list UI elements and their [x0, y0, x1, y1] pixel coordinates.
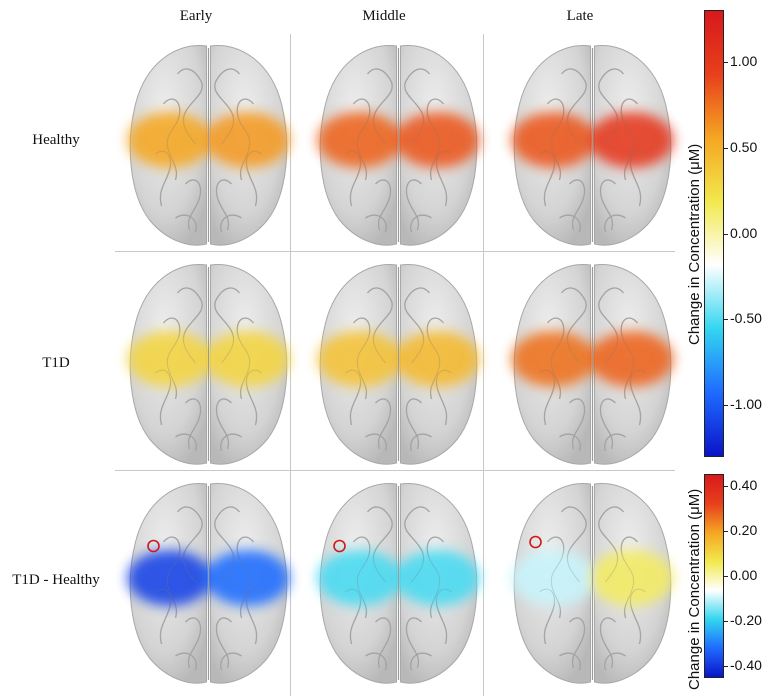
brain-map-t1d-healthy-middle	[302, 472, 495, 690]
row-header-t1d-minus-healthy: T1D - Healthy	[12, 572, 100, 588]
colorbar-tick-mark	[724, 62, 728, 64]
colorbar-tick-label: 1.00	[730, 53, 758, 70]
probe-location-marker	[333, 539, 346, 553]
activation-right	[589, 550, 674, 606]
brain-gyri-overlay	[539, 68, 646, 233]
activation-overlay	[317, 550, 480, 606]
column-header-early: Early	[179, 8, 213, 24]
activation-left	[127, 331, 212, 387]
brain-map-t1d-late	[496, 253, 689, 471]
grid-line-vertical-2	[483, 34, 484, 696]
grid-line-horizontal-1	[115, 251, 675, 252]
activation-overlay	[511, 331, 674, 387]
colorbar-tick-label: 0.40	[730, 477, 758, 494]
brain-map-healthy-late	[496, 34, 689, 252]
colorbar-tick-mark	[724, 233, 728, 235]
grid-line-horizontal-2	[115, 470, 675, 471]
row-header-healthy: Healthy	[32, 132, 80, 148]
colorbar-tick-label: -0.50	[730, 310, 762, 327]
activation-left	[317, 112, 402, 168]
colorbar-tick-mark	[724, 576, 728, 577]
activation-left	[317, 331, 402, 387]
colorbar-tick-label: -0.20	[730, 611, 762, 628]
activation-right	[589, 112, 674, 168]
activation-right	[205, 550, 290, 606]
activation-overlay	[127, 112, 290, 168]
brain-map-t1d-middle	[302, 253, 495, 471]
activation-overlay	[511, 112, 674, 168]
activation-left	[511, 331, 596, 387]
colorbar-tick-mark	[724, 319, 728, 321]
brain-gyri-overlay	[345, 68, 452, 233]
colorbar-bottom-label: Change in Concentration (μM)	[686, 488, 703, 690]
activation-right	[395, 550, 480, 606]
activation-overlay	[511, 550, 674, 606]
activation-right	[395, 331, 480, 387]
probe-location-marker	[529, 535, 542, 549]
activation-right	[589, 331, 674, 387]
colorbar-tick-mark	[724, 404, 728, 406]
activation-right	[205, 112, 290, 168]
brain-gyri-overlay	[345, 506, 452, 671]
probe-location-marker	[147, 539, 160, 553]
colorbar-tick-label: 0.20	[730, 522, 758, 539]
activation-overlay	[127, 550, 290, 606]
brain-gyri-overlay	[155, 287, 262, 452]
colorbar-tick-mark	[724, 531, 728, 533]
activation-overlay	[317, 331, 480, 387]
brain-map-t1d-healthy-late	[496, 472, 689, 690]
brain-gyri-overlay	[539, 506, 646, 671]
brain-gyri-overlay	[155, 68, 262, 233]
column-header-late: Late	[566, 8, 594, 24]
brain-gyri-overlay	[155, 506, 262, 671]
colorbar-tick-label: 0.00	[730, 567, 758, 583]
activation-left	[511, 112, 596, 168]
activation-overlay	[127, 331, 290, 387]
activation-left	[317, 550, 402, 606]
colorbar-tick-label: -0.40	[730, 656, 762, 673]
colorbar-bottom	[704, 474, 724, 678]
colorbar-tick-mark	[724, 486, 728, 488]
colorbar-tick-mark	[724, 147, 728, 149]
activation-right	[205, 331, 290, 387]
colorbar-tick-label: 0.50	[730, 138, 758, 155]
colorbar-top	[704, 10, 724, 457]
brain-gyri-overlay	[345, 287, 452, 452]
brain-map-healthy-middle	[302, 34, 495, 252]
column-header-middle: Middle	[362, 8, 406, 24]
colorbar-tick-label: 0.00	[730, 224, 758, 241]
brain-gyri-overlay	[539, 287, 646, 452]
row-header-t1d: T1D	[42, 355, 70, 371]
colorbar-tick-mark	[724, 620, 728, 622]
colorbar-tick-label: -1.00	[730, 395, 762, 412]
activation-right	[395, 112, 480, 168]
grid-line-vertical-1	[290, 34, 291, 696]
brain-map-healthy-early	[112, 34, 305, 252]
brain-map-t1d-early	[112, 253, 305, 471]
activation-overlay	[317, 112, 480, 168]
activation-left	[511, 550, 596, 606]
activation-left	[127, 550, 212, 606]
brain-map-t1d-healthy-early	[112, 472, 305, 690]
colorbar-top-label: Change in Concentration (μM)	[686, 143, 703, 345]
activation-left	[127, 112, 212, 168]
colorbar-tick-mark	[724, 665, 728, 667]
